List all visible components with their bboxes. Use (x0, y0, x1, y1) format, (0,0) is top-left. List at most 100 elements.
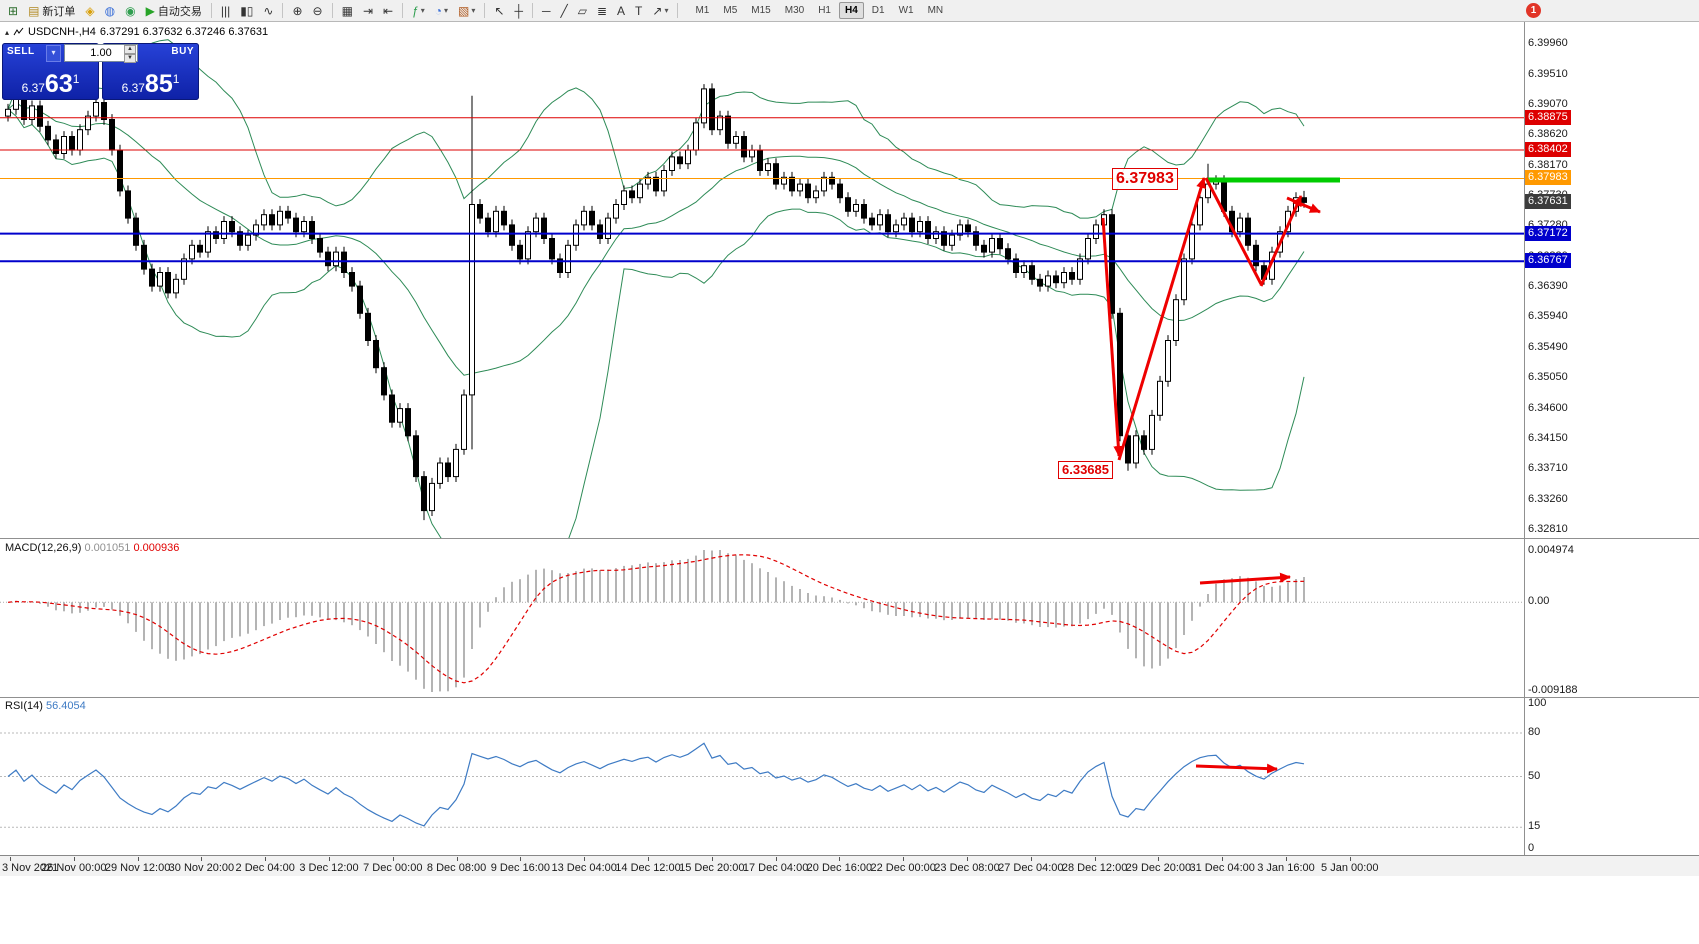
zoom-in-button[interactable]: ⊕ (288, 1, 306, 21)
templates-list-button[interactable]: ▧ ▾ (454, 1, 479, 21)
market-button[interactable]: ◉ (121, 1, 139, 21)
lot-size-input[interactable]: 1.00 (64, 44, 138, 62)
timeframe-m5-button[interactable]: M5 (723, 5, 738, 16)
tile-windows-icon: ▦ (341, 3, 353, 18)
autotrading-button[interactable]: ▶ 自动交易 (142, 1, 206, 21)
red-arrow[interactable] (1286, 196, 1321, 214)
red-arrow[interactable] (1195, 763, 1278, 774)
new-chart-button[interactable]: ⊞ (4, 1, 22, 21)
equidistant-channel-button[interactable]: ▱ (574, 1, 591, 21)
metaeditor-button[interactable]: ◈ (81, 1, 98, 21)
dropdown-caret-icon: ▾ (444, 6, 449, 15)
chart-bars-button[interactable]: ||| (217, 1, 234, 21)
text-icon: A (617, 3, 626, 18)
fibonacci-retracement-button[interactable]: ≣ (593, 1, 611, 21)
toolbar-separator (282, 3, 284, 18)
new-order-label: 新订单 (42, 5, 76, 18)
red-arrow[interactable] (1199, 572, 1291, 585)
time-axis-label: 3 Jan 16:00 (1257, 862, 1315, 874)
timeframe-m30-button[interactable]: M30 (784, 5, 805, 16)
autotrading-label: 自动交易 (157, 5, 202, 18)
red-arrow[interactable] (1101, 217, 1124, 457)
arrows-button[interactable]: ↗ ▾ (648, 1, 672, 21)
timeframe-group: M1 M5 M15 M30 H1 H4 D1 W1 MN (688, 2, 950, 19)
time-axis-label: 2 Dec 04:00 (235, 862, 295, 874)
auto-scroll-icon: ⇥ (362, 3, 374, 18)
price-scale-label: 6.32810 (1528, 523, 1568, 536)
toolbar: ⊞ ▤ 新订单 ◈ ◍ ◉ ▶ 自动交易 ||| ▮▯ ∿ ⊕ ⊖ ▦ ⇥ ⇤ ƒ ▾ ◔ ▾ ▧ ▾ ↖ ┼ ─ ╱ ▱ ≣ A T ↗ ▾… (0, 0, 1699, 22)
mql5-community-button[interactable]: ◍ (101, 1, 119, 21)
new-order-icon: ▤ (28, 3, 40, 18)
time-axis-label: 5 Jan 00:00 (1321, 862, 1379, 874)
time-axis-label: 3 Nov 2021 (2, 862, 59, 874)
timeframe-m1-button[interactable]: M1 (695, 5, 710, 16)
time-tick (1158, 857, 1160, 861)
new-order-button[interactable]: ▤ 新订单 (24, 1, 79, 21)
chart-line-button[interactable]: ∿ (259, 1, 277, 21)
time-axis-label: 23 Dec 08:00 (934, 862, 1000, 874)
buy-button[interactable]: BUY 6.37851 (102, 43, 199, 100)
red-arrow[interactable] (1204, 177, 1263, 285)
analyst-annotations[interactable] (1101, 177, 1340, 774)
time-axis-label: 20 Dec 16:00 (806, 862, 873, 874)
price-scale-label: 6.33710 (1528, 462, 1568, 475)
toolbar-separator (331, 3, 333, 18)
timeframe-m15-button[interactable]: M15 (751, 5, 771, 16)
time-tick (839, 857, 841, 861)
order-type-dropdown[interactable]: ▾ (46, 45, 61, 62)
lot-decrease-button[interactable]: ▼ (124, 54, 136, 63)
time-axis-label: 7 Dec 00:00 (363, 862, 423, 874)
time-tick (392, 857, 394, 861)
timeframe-h4-button[interactable]: H4 (838, 2, 864, 19)
macd-label: MACD(12,26,9) 0.001051 0.000936 (5, 542, 180, 554)
auto-scroll-button[interactable]: ⇥ (359, 1, 377, 21)
time-tick (456, 857, 458, 861)
price-scale-label: 6.36390 (1528, 279, 1568, 292)
lot-increase-button[interactable]: ▲ (124, 45, 136, 54)
time-scale[interactable]: 3 Nov 2021 26 Nov 00:00 29 Nov 12:00 30 Nov… (0, 855, 1699, 876)
timeframe-h1-button[interactable]: H1 (818, 5, 831, 16)
one-click-toggle-icon[interactable]: ▴ (5, 27, 10, 37)
trendline-icon: ╱ (560, 3, 568, 18)
chart-candles-button[interactable]: ▮▯ (236, 1, 257, 21)
cursor-button[interactable]: ↖ (490, 1, 508, 21)
rsi-scale-label: 100 (1528, 697, 1547, 709)
price-scale-label: 6.39510 (1528, 67, 1568, 80)
green-resistance-line[interactable] (1207, 177, 1340, 183)
red-arrow[interactable] (1117, 177, 1206, 461)
indicators-list-button[interactable]: ƒ ▾ (408, 1, 429, 21)
time-axis-label: 3 Dec 12:00 (299, 862, 359, 874)
timeframe-w1-button[interactable]: W1 (898, 5, 914, 16)
chart-shift-button[interactable]: ⇤ (379, 1, 397, 21)
zoom-out-button[interactable]: ⊖ (309, 1, 327, 21)
timeframe-mn-button[interactable]: MN (927, 5, 944, 16)
price-scale-label: 6.34150 (1528, 432, 1568, 445)
timeframe-d1-button[interactable]: D1 (871, 5, 885, 16)
price-scale-label: 6.35490 (1528, 341, 1568, 354)
macd-scale-label: 0.004974 (1528, 544, 1574, 556)
text-button[interactable]: A (613, 1, 629, 21)
templates-list-icon: ▧ (458, 3, 470, 18)
red-arrow[interactable] (1259, 195, 1303, 287)
annotation-low-label[interactable]: 6.33685 (1058, 461, 1113, 480)
notification-badge[interactable]: 1 (1526, 3, 1541, 18)
text-label-button[interactable]: T (631, 1, 646, 21)
horizontal-line-button[interactable]: ─ (538, 1, 555, 21)
tile-windows-button[interactable]: ▦ (338, 1, 357, 21)
crosshair-button[interactable]: ┼ (510, 1, 527, 21)
chart-shift-icon: ⇤ (383, 3, 394, 18)
annotation-high-label[interactable]: 6.37983 (1112, 168, 1178, 190)
rsi-scale-label: 80 (1528, 726, 1541, 738)
time-tick (967, 857, 968, 861)
buy-price: 6.37851 (121, 70, 180, 98)
time-tick (775, 857, 777, 861)
price-level-tag: 6.36767 (1525, 253, 1571, 269)
rsi-scale-label: 0 (1528, 842, 1535, 854)
horizontal-level-lines[interactable] (0, 117, 1524, 263)
periods-list-button[interactable]: ◔ ▾ (431, 1, 452, 21)
time-tick (1030, 857, 1032, 861)
trendline-button[interactable]: ╱ (557, 1, 572, 21)
time-tick (711, 857, 713, 861)
time-tick (520, 857, 522, 861)
